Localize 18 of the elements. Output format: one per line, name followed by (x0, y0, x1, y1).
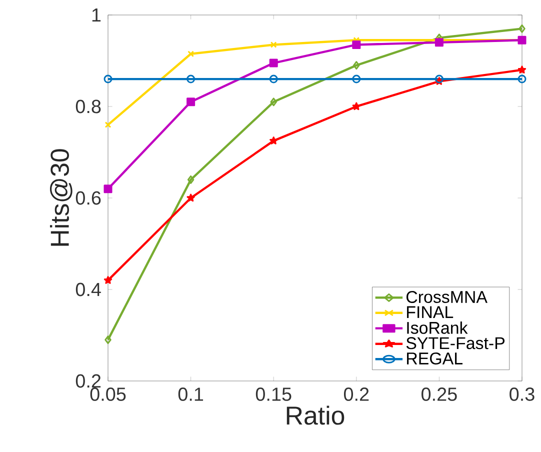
legend-label: FINAL (407, 306, 454, 318)
y-axis-title: Hits@30 (50, 149, 72, 246)
legend-label: SYTE-Fast-P (406, 337, 505, 350)
x-tick-label: 0.1 (178, 388, 204, 401)
x-axis-title: Ratio (286, 406, 344, 425)
x-tick-label: 0.05 (90, 388, 126, 401)
y-tick-label: 0.6 (76, 191, 101, 205)
x-tick-label: 0.3 (510, 388, 534, 401)
legend-label: IsoRank (407, 321, 468, 334)
legend-label: REGAL (407, 352, 462, 364)
x-tick-label: 0.2 (344, 388, 369, 401)
legend-label: CrossMNA (406, 291, 488, 303)
y-tick-label: 0.2 (76, 374, 101, 388)
x-tick-label: 0.15 (256, 388, 292, 401)
x-tick-label: 0.25 (422, 388, 457, 401)
y-tick-label: 0.4 (76, 282, 101, 296)
y-tick-label: 0.8 (76, 100, 101, 114)
y-tick-label: 1 (92, 8, 101, 22)
